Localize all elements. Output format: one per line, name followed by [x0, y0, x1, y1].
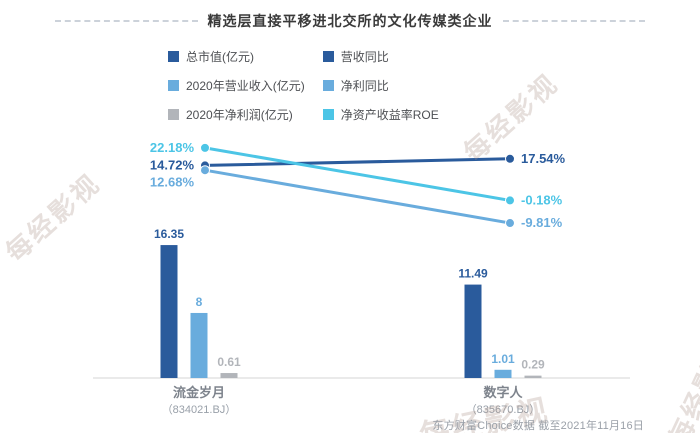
- legend-item-market-cap: 总市值(亿元): [168, 48, 305, 65]
- pct-label: 17.54%: [521, 151, 566, 166]
- bar-value-label: 1.01: [491, 352, 515, 366]
- legend-swatch-net-profit-2020: [168, 109, 179, 120]
- legend-column-bars: 总市值(亿元) 2020年营业收入(亿元) 2020年净利润(亿元): [168, 48, 305, 123]
- line-end-dot: [505, 195, 515, 206]
- legend: 总市值(亿元) 2020年营业收入(亿元) 2020年净利润(亿元) 营收同比 …: [168, 48, 439, 123]
- bar: [220, 373, 238, 378]
- line-end-dot: [200, 142, 210, 153]
- title-dash-right: [502, 20, 645, 22]
- bar: [524, 375, 542, 378]
- legend-label-net-profit-2020: 2020年净利润(亿元): [186, 108, 293, 122]
- category-code: （834021.BJ）: [162, 403, 237, 416]
- legend-label-roe: 净资产收益率ROE: [340, 108, 439, 122]
- trend-line: [203, 168, 512, 225]
- pct-label: 14.72%: [150, 157, 195, 172]
- pct-label: 12.68%: [150, 174, 195, 189]
- legend-swatch-revenue-2020: [168, 80, 179, 91]
- legend-column-lines: 营收同比 净利同比 净资产收益率ROE: [322, 48, 439, 123]
- bar-value-label: 16.35: [154, 227, 184, 241]
- bar: [160, 245, 178, 378]
- pct-label: -9.81%: [521, 215, 563, 230]
- trend-line: [203, 146, 512, 202]
- bar-value-label: 0.29: [521, 358, 545, 372]
- line-end-dot: [505, 153, 515, 164]
- line-end-dot: [505, 218, 515, 229]
- bar-value-label: 8: [196, 295, 203, 309]
- bar: [190, 312, 208, 378]
- trend-line: [203, 157, 512, 167]
- category-name: 流金岁月: [173, 385, 225, 400]
- bar-value-label: 11.49: [458, 267, 488, 281]
- chart-title: 精选层直接平移进北交所的文化传媒类企业: [207, 13, 493, 29]
- legend-label-revenue-yoy: 营收同比: [340, 50, 389, 64]
- title-dash-left: [55, 20, 198, 22]
- bar: [464, 284, 482, 378]
- legend-swatch-revenue-yoy: [322, 51, 334, 62]
- title-bar: 精选层直接平移进北交所的文化传媒类企业: [55, 11, 645, 31]
- legend-swatch-roe: [322, 109, 334, 120]
- category-code: （835670.BJ）: [466, 403, 541, 416]
- legend-label-market-cap: 总市值(亿元): [186, 50, 254, 64]
- pct-label: 22.18%: [150, 140, 195, 155]
- legend-swatch-profit-yoy: [322, 80, 334, 91]
- legend-item-roe: 净资产收益率ROE: [322, 106, 439, 123]
- category-name: 数字人: [483, 385, 523, 400]
- legend-label-profit-yoy: 净利同比: [340, 79, 389, 93]
- bar-value-label: 0.61: [217, 355, 241, 369]
- pct-label: -0.18%: [521, 192, 563, 207]
- legend-item-revenue-2020: 2020年营业收入(亿元): [168, 77, 305, 94]
- data-source-note: 东方财富Choice数据 截至2021年11月16日: [432, 420, 644, 432]
- legend-item-profit-yoy: 净利同比: [322, 77, 439, 94]
- bar: [494, 369, 512, 378]
- legend-swatch-market-cap: [168, 51, 179, 62]
- line-end-dot: [200, 165, 210, 176]
- legend-item-net-profit-2020: 2020年净利润(亿元): [168, 106, 305, 123]
- legend-item-revenue-yoy: 营收同比: [322, 48, 439, 65]
- legend-label-revenue-2020: 2020年营业收入(亿元): [186, 79, 305, 93]
